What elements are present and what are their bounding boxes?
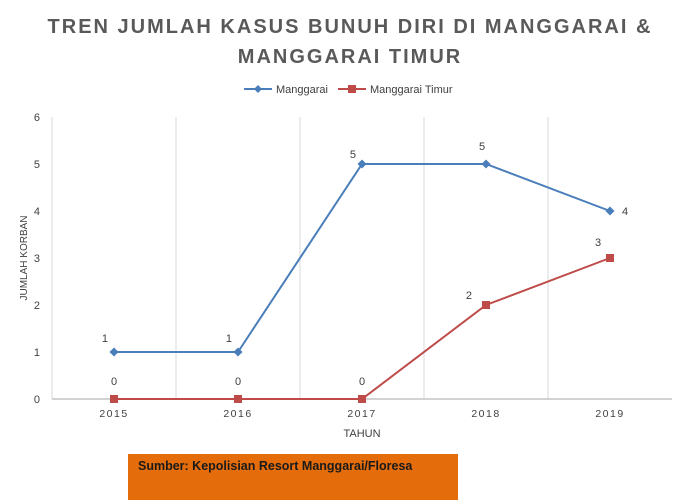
y-axis-label: JUMLAH KORBAN <box>19 215 30 300</box>
chart-title: TREN JUMLAH KASUS BUNUH DIRI DI MANGGARA… <box>47 16 653 68</box>
x-tick-label: 2018 <box>471 408 500 420</box>
data-label: 3 <box>595 237 601 249</box>
y-tick-label: 2 <box>34 300 40 312</box>
x-axis-label: TAHUN <box>343 428 380 440</box>
data-label: 4 <box>622 206 628 218</box>
y-tick-label: 1 <box>34 347 40 359</box>
series-1: 1 1 5 5 4 <box>102 141 628 357</box>
legend-item: Manggarai <box>244 84 328 96</box>
legend: Manggarai Manggarai Timur <box>244 84 453 96</box>
data-point <box>109 347 119 357</box>
y-tick-label: 4 <box>34 206 40 218</box>
legend-marker <box>348 85 356 93</box>
source-box: Sumber: Kepolisian Resort Manggarai/Flor… <box>128 454 458 500</box>
legend-item: Manggarai Timur <box>338 84 453 96</box>
data-point <box>357 159 367 169</box>
x-tick-label: 2017 <box>347 408 376 420</box>
data-label: 0 <box>359 376 365 388</box>
data-point <box>110 395 118 403</box>
data-label: 2 <box>466 290 472 302</box>
series-2: 0 0 0 2 3 <box>110 237 614 403</box>
y-tick-label: 0 <box>34 394 40 406</box>
x-tick-label: 2015 <box>99 408 128 420</box>
data-point <box>605 206 615 216</box>
data-label: 0 <box>235 376 241 388</box>
data-point <box>481 159 491 169</box>
data-label: 0 <box>111 376 117 388</box>
series-line <box>114 163 611 353</box>
data-point <box>482 301 490 309</box>
data-label: 5 <box>479 141 485 153</box>
legend-marker <box>254 85 262 93</box>
data-label: 5 <box>350 149 356 161</box>
x-tick-label: 2019 <box>595 408 624 420</box>
data-point <box>606 254 614 262</box>
y-tick-label: 5 <box>34 159 40 171</box>
legend-label: Manggarai Timur <box>370 84 453 96</box>
data-point <box>358 395 366 403</box>
data-label: 1 <box>226 333 232 345</box>
data-point <box>233 347 243 357</box>
data-label: 1 <box>102 333 108 345</box>
data-point <box>234 395 242 403</box>
y-tick-label: 6 <box>34 112 40 124</box>
legend-label: Manggarai <box>276 84 328 96</box>
x-tick-label: 2016 <box>223 408 252 420</box>
series-layer: 1 1 5 5 4 0 0 0 2 3 <box>102 141 628 403</box>
source-note: Sumber: Kepolisian Resort Manggarai/Flor… <box>138 459 413 473</box>
y-tick-label: 3 <box>34 253 40 265</box>
